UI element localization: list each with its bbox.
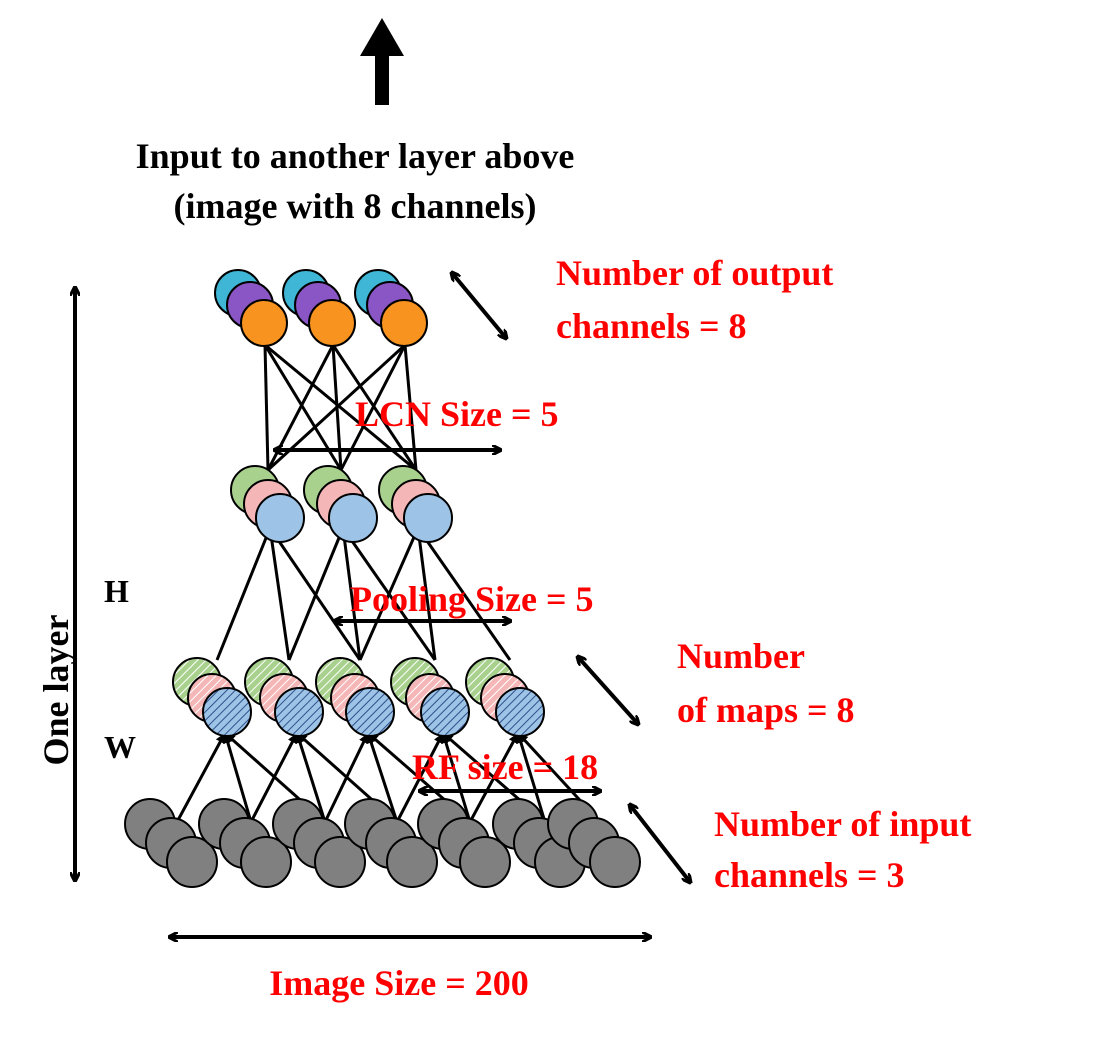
arrows <box>75 273 690 937</box>
pooling-nodes <box>230 465 453 543</box>
one-layer-label: One layer <box>36 615 76 766</box>
pooling-node <box>255 493 305 543</box>
connection-line <box>416 527 437 661</box>
image-size-label: Image Size = 200 <box>269 963 528 1003</box>
filter-map-nodes <box>172 657 545 737</box>
connection-line <box>323 732 370 823</box>
connection-line <box>395 732 445 823</box>
output-node <box>240 299 288 347</box>
connection-line <box>441 732 472 823</box>
pooling-node <box>403 493 453 543</box>
pooling-size-label: Pooling Size = 5 <box>350 579 594 619</box>
input-node <box>386 836 438 888</box>
output-node <box>380 299 428 347</box>
connection-line <box>215 527 272 661</box>
h-label: H <box>104 573 129 609</box>
connection-line <box>416 527 512 661</box>
output-channels-label-line1: Number of output <box>556 253 833 293</box>
filter-map-node <box>345 687 395 737</box>
w-label: W <box>104 729 136 765</box>
connection-line <box>263 344 270 471</box>
up-arrow-icon <box>360 18 404 105</box>
connection-line <box>516 732 547 823</box>
input-node <box>240 836 292 888</box>
input-channels-label-line2: channels = 3 <box>714 855 905 895</box>
input-node <box>589 836 641 888</box>
output-depth-arrow <box>452 273 506 338</box>
connection-line <box>295 732 327 823</box>
connection-line <box>249 732 299 823</box>
connection-line <box>468 732 520 823</box>
input-node <box>459 836 511 888</box>
pooling-node <box>328 493 378 543</box>
input-channel-nodes <box>124 798 641 888</box>
maps-label-line1: Number <box>677 636 805 676</box>
filter-map-node <box>202 687 252 737</box>
top-caption-line2: (image with 8 channels) <box>174 186 537 226</box>
filter-map-node <box>420 687 470 737</box>
output-channels-label-line2: channels = 8 <box>556 306 747 346</box>
rf-size-label: RF size = 18 <box>412 747 598 787</box>
maps-label-line2: of maps = 8 <box>677 690 855 730</box>
top-caption-line1: Input to another layer above <box>136 136 575 176</box>
input-node <box>314 836 366 888</box>
output-channel-nodes <box>214 269 428 347</box>
maps-depth-arrow <box>578 657 638 724</box>
connection-line <box>175 732 227 823</box>
filter-map-node <box>495 687 545 737</box>
connection-line <box>341 527 362 661</box>
input-node <box>166 836 218 888</box>
connection-line <box>358 527 420 661</box>
connection-line <box>366 732 399 823</box>
lcn-size-label: LCN Size = 5 <box>355 394 559 434</box>
filter-map-node <box>274 687 324 737</box>
connection-line <box>268 527 291 661</box>
connection-line <box>223 732 253 823</box>
input-depth-arrow <box>630 805 690 882</box>
input-channels-label-line1: Number of input <box>714 804 971 844</box>
output-node <box>308 299 356 347</box>
connection-line <box>287 527 345 661</box>
